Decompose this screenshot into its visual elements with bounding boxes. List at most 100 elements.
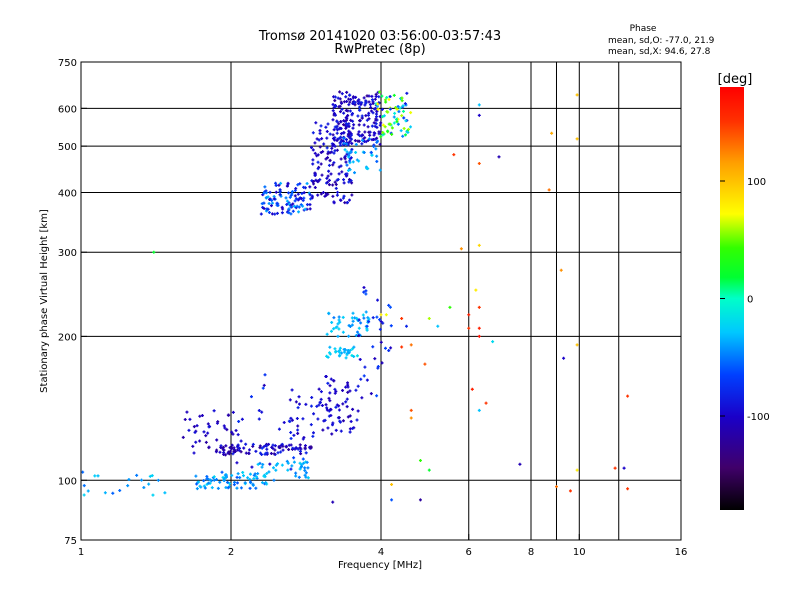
data-point: [357, 130, 361, 134]
data-point: [333, 387, 337, 391]
data-point: [390, 498, 394, 502]
data-point: [298, 461, 302, 465]
data-point: [346, 385, 350, 389]
data-point: [362, 374, 366, 378]
data-point: [308, 193, 312, 197]
data-point: [86, 489, 90, 493]
data-point: [202, 484, 206, 488]
data-point: [379, 121, 383, 125]
data-point: [474, 288, 478, 292]
data-point: [289, 416, 293, 420]
data-point: [254, 475, 258, 479]
data-point: [285, 203, 289, 207]
data-point: [362, 151, 366, 155]
data-point: [354, 142, 358, 146]
data-point: [287, 211, 291, 215]
data-point: [212, 478, 216, 482]
data-point: [239, 439, 243, 443]
data-point: [254, 449, 258, 453]
data-point: [345, 118, 349, 122]
data-point: [398, 106, 402, 110]
data-point: [344, 160, 348, 164]
data-point: [260, 465, 264, 469]
data-point: [346, 415, 350, 419]
data-point: [387, 97, 391, 101]
data-point: [325, 129, 329, 133]
data-point: [274, 181, 278, 185]
data-point: [247, 448, 251, 452]
data-point: [313, 186, 317, 190]
data-point: [333, 95, 337, 99]
data-point: [236, 472, 240, 476]
data-point: [298, 467, 302, 471]
data-point: [243, 481, 247, 485]
data-point: [185, 410, 189, 414]
data-point: [459, 247, 463, 251]
data-point: [216, 420, 220, 424]
data-point: [202, 479, 206, 483]
data-point: [280, 463, 284, 467]
data-point: [547, 188, 551, 192]
data-point: [262, 383, 266, 387]
data-point: [313, 151, 317, 155]
data-point: [309, 404, 313, 408]
data-point: [268, 462, 272, 466]
data-point: [334, 405, 338, 409]
data-point: [340, 170, 344, 174]
data-point: [262, 474, 266, 478]
data-point: [374, 147, 378, 151]
data-point: [335, 128, 339, 132]
data-point: [326, 122, 330, 126]
data-point: [332, 379, 336, 383]
data-point: [222, 424, 226, 428]
data-point: [327, 409, 331, 413]
data-point: [401, 134, 405, 138]
data-point: [372, 107, 376, 111]
data-point: [326, 152, 330, 156]
data-point: [337, 315, 341, 319]
data-point: [82, 484, 86, 488]
data-point: [265, 207, 269, 211]
data-point: [375, 154, 379, 158]
data-point: [324, 403, 328, 407]
data-point: [347, 198, 351, 202]
data-point: [370, 94, 374, 98]
data-point: [392, 115, 396, 119]
data-point: [294, 400, 298, 404]
data-point: [350, 113, 354, 117]
data-point: [321, 190, 325, 194]
data-point: [387, 349, 391, 353]
data-point: [343, 148, 347, 152]
data-point: [118, 488, 122, 492]
data-point: [328, 345, 332, 349]
data-point: [226, 486, 230, 490]
data-point: [326, 381, 330, 385]
data-point: [392, 121, 396, 125]
data-point: [362, 123, 366, 127]
data-point: [315, 154, 319, 158]
data-point: [372, 144, 376, 148]
data-point: [613, 466, 617, 470]
data-point: [150, 474, 154, 478]
data-point: [341, 419, 345, 423]
data-point: [348, 100, 352, 104]
data-point: [402, 126, 406, 130]
data-point: [82, 493, 86, 497]
data-point: [246, 476, 250, 480]
data-point: [373, 97, 377, 101]
data-point: [277, 444, 281, 448]
data-point: [188, 417, 192, 421]
data-point: [309, 146, 313, 150]
colorbar-label: [deg]: [718, 72, 753, 87]
data-point: [346, 349, 350, 353]
data-point: [311, 162, 315, 166]
data-point: [384, 100, 388, 104]
data-point: [183, 417, 187, 421]
data-point: [252, 477, 256, 481]
data-point: [330, 432, 334, 436]
data-point: [330, 146, 334, 150]
data-point: [297, 475, 301, 479]
data-point: [345, 142, 349, 146]
data-point: [357, 326, 361, 330]
data-point: [306, 476, 310, 480]
